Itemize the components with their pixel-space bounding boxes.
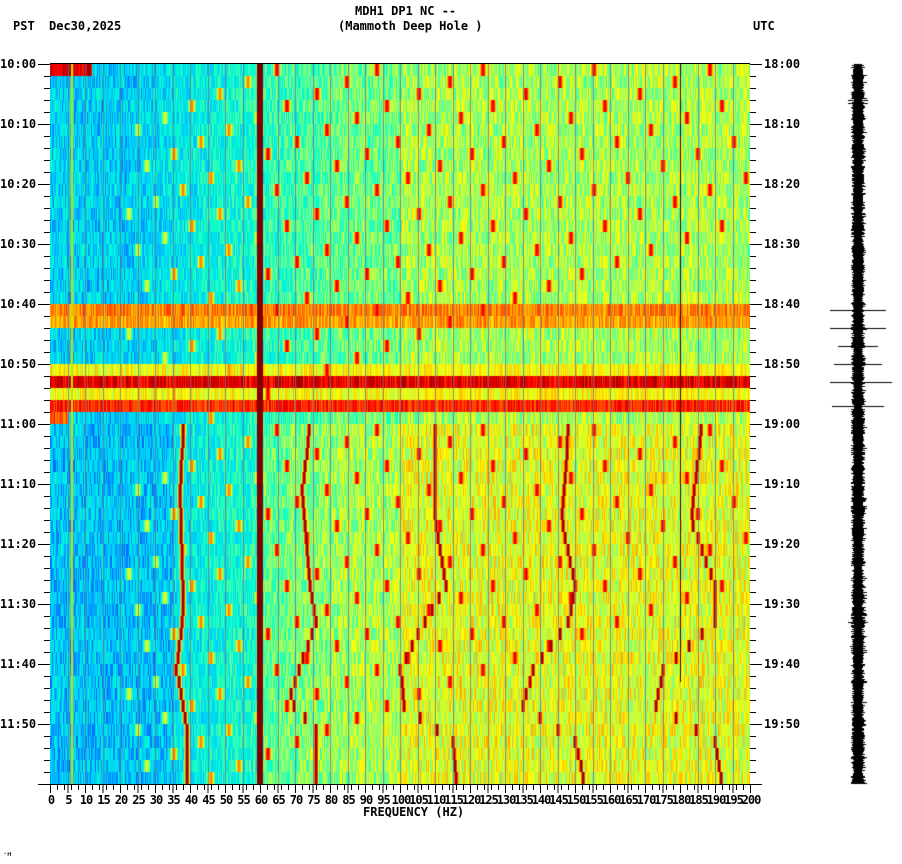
corner-mark: ·ʜ [3,850,12,858]
x-tick-label: 140 [531,793,552,807]
x-tick-label: 100 [391,793,412,807]
x-tick-label: 35 [167,793,180,807]
x-tick-label: 0 [47,793,55,807]
date-label: Dec30,2025 [49,19,122,33]
station-location: (Mammoth Deep Hole ) [338,19,483,33]
x-tick-label: 50 [219,793,233,807]
y-tick-label-left: 10:30 [0,237,37,251]
x-tick-label: 40 [184,793,198,807]
x-tick-label: 195 [724,793,744,807]
x-tick-label: 65 [272,793,285,807]
x-tick-label: 85 [342,793,355,807]
y-tick-label-right: 19:40 [764,657,801,671]
y-tick-label-right: 19:20 [764,537,801,551]
x-tick-label: 5 [65,793,72,807]
seismogram-trace [830,60,902,790]
x-tick-label: 30 [149,793,163,807]
x-tick-label: 155 [584,793,604,807]
x-tick-label: 190 [706,793,727,807]
x-tick-label: 75 [307,793,320,807]
x-tick-label: 115 [444,793,464,807]
x-tick-label: 135 [514,793,534,807]
x-tick-label: 130 [496,793,517,807]
y-tick-label-left: 11:40 [0,657,37,671]
y-tick-label-left: 10:20 [0,177,37,191]
x-tick-label: 80 [324,793,338,807]
x-tick-label: 160 [601,793,622,807]
right-timezone-label: UTC [753,19,775,33]
x-tick-label: 20 [114,793,128,807]
y-tick-label-right: 19:50 [764,717,801,731]
x-tick-label: 55 [237,793,250,807]
x-tick-label: 180 [671,793,692,807]
y-tick-label-left: 11:00 [0,417,37,431]
y-tick-label-right: 18:20 [764,177,801,191]
x-tick-label: 10 [79,793,93,807]
spectrogram-heatmap [50,64,750,784]
x-tick-label: 25 [132,793,145,807]
x-tick-label: 165 [619,793,639,807]
x-tick-label: 90 [359,793,373,807]
x-tick-label: 60 [254,793,268,807]
x-tick-label: 200 [741,793,762,807]
y-tick-label-left: 11:10 [0,477,37,491]
x-tick-label: 170 [636,793,657,807]
y-tick-label-left: 10:10 [0,117,37,131]
y-tick-label-left: 10:40 [0,297,37,311]
x-tick-label: 95 [377,793,390,807]
x-tick-label: 70 [289,793,303,807]
y-tick-label-right: 18:40 [764,297,801,311]
y-tick-label-right: 18:50 [764,357,801,371]
x-tick-label: 150 [566,793,587,807]
x-tick-label: 45 [202,793,215,807]
station-title: MDH1 DP1 NC -- [355,4,457,18]
x-tick-label: 110 [426,793,447,807]
x-tick-label: 15 [97,793,110,807]
y-tick-label-right: 19:10 [764,477,801,491]
y-tick-label-right: 19:30 [764,597,801,611]
x-tick-label: 120 [461,793,482,807]
x-tick-label: 105 [409,793,429,807]
x-tick-label: 185 [689,793,709,807]
x-tick-label: 125 [479,793,499,807]
y-tick-label-left: 11:20 [0,537,37,551]
y-tick-label-right: 18:30 [764,237,801,251]
y-tick-label-left: 11:30 [0,597,37,611]
y-tick-label-left: 10:50 [0,357,37,371]
y-tick-label-right: 18:00 [764,57,801,71]
left-timezone-label: PST [13,19,35,33]
y-tick-label-left: 10:00 [0,57,37,71]
y-tick-label-left: 11:50 [0,717,37,731]
x-tick-label: 145 [549,793,569,807]
y-tick-label-right: 19:00 [764,417,801,431]
y-tick-label-right: 18:10 [764,117,801,131]
x-tick-label: 175 [654,793,674,807]
x-axis-title: FREQUENCY (HZ) [363,805,465,819]
